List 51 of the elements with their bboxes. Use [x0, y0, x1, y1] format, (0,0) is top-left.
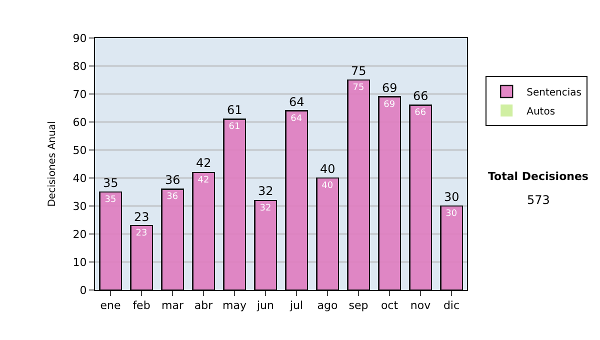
x-tick-label: feb [132, 299, 150, 312]
data-label: 36 [166, 192, 178, 202]
text: 573 [527, 193, 550, 207]
x-tick-label: mar [162, 299, 184, 312]
total-label: 23 [134, 210, 150, 224]
x-tick-label: nov [410, 299, 432, 312]
y-tick-label: 0 [80, 284, 87, 297]
total-label: 40 [320, 162, 336, 176]
y-tick-label: 90 [72, 32, 87, 45]
x-tick-label: dic [443, 299, 460, 312]
legend-label: Autos [526, 106, 556, 118]
x-tick-label: abr [194, 299, 214, 312]
data-label: 40 [322, 181, 334, 191]
data-label: 64 [290, 114, 302, 124]
x-tick-label: ago [317, 299, 338, 312]
x-tick-label: may [222, 299, 247, 312]
y-tick-label: 10 [72, 256, 87, 269]
data-label: 30 [446, 209, 458, 219]
x-tick-label: jun [256, 299, 274, 312]
data-label: 23 [136, 228, 148, 239]
total-label: 69 [382, 81, 398, 95]
y-tick-label: 80 [72, 60, 87, 73]
x-tick-label: oct [380, 299, 399, 312]
total-label: 35 [103, 176, 118, 190]
data-label: 42 [198, 175, 210, 186]
text: Total Decisiones [488, 170, 589, 183]
y-tick-label: 50 [72, 144, 87, 157]
total-label: 64 [289, 95, 304, 109]
total-label: 66 [413, 89, 428, 103]
data-label: 61 [228, 122, 240, 132]
x-tick-label: ene [100, 299, 121, 312]
total-label: 32 [258, 184, 274, 198]
total-label: 42 [196, 156, 212, 170]
y-tick-label: 20 [72, 228, 87, 241]
data-label: 32 [260, 203, 272, 214]
y-axis-title: Decisiones Anual [46, 121, 58, 207]
x-tick-label: jul [288, 299, 304, 312]
legend-label: Sentencias [526, 87, 582, 98]
total-label: 30 [444, 190, 460, 204]
y-tick-label: 70 [72, 88, 87, 101]
x-tick-label: sep [348, 299, 368, 312]
data-label: 69 [384, 100, 396, 110]
total-label: 36 [165, 173, 180, 187]
total-label: 75 [351, 64, 366, 78]
y-tick-label: 60 [72, 116, 87, 129]
data-label: 66 [414, 108, 426, 118]
y-tick-label: 40 [72, 172, 87, 185]
data-label: 35 [104, 195, 116, 205]
y-tick-label: 30 [72, 200, 87, 213]
total-label: 61 [227, 103, 242, 117]
data-label: 75 [352, 83, 364, 93]
